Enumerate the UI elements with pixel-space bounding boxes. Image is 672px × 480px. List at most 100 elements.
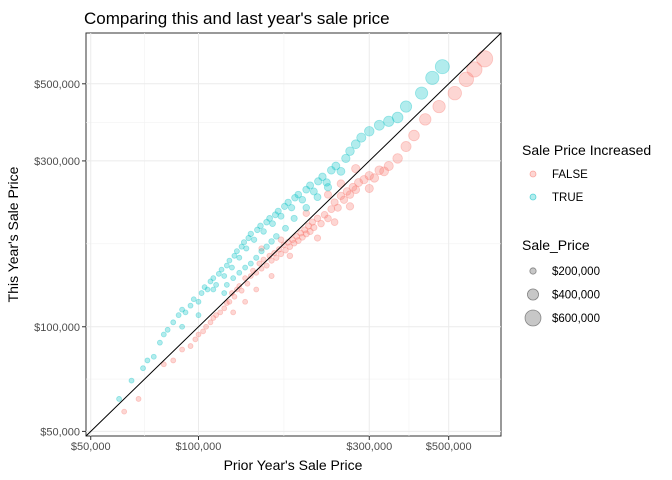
data-point-false (263, 262, 270, 269)
data-point-true (269, 220, 276, 227)
data-point-false (320, 210, 329, 219)
data-point-false (313, 214, 322, 223)
data-point-false (121, 408, 128, 415)
data-point-false (302, 209, 310, 217)
x-tick-label: $500,000 (426, 441, 472, 453)
data-point-true (233, 248, 240, 255)
y-tick-label: $50,000 (40, 426, 80, 438)
data-point-false (348, 182, 358, 192)
data-point-true (223, 262, 230, 269)
data-point-false (302, 230, 310, 238)
data-point-true (236, 269, 243, 276)
data-point-true (302, 204, 310, 212)
data-point-true (302, 185, 311, 194)
data-point-false (364, 183, 374, 193)
data-point-false (289, 236, 296, 244)
data-point-true (223, 281, 230, 288)
data-point-false (308, 218, 316, 226)
data-point-true (201, 284, 208, 291)
data-point-false (192, 336, 199, 343)
y-tick-label: $500,000 (34, 79, 80, 91)
size-legend-title: Sale_Price (522, 237, 590, 253)
legend-key-false (529, 170, 537, 178)
color-legend: Sale Price Increased FALSE TRUE (522, 142, 651, 204)
data-point-true (156, 339, 163, 346)
data-point-true (341, 153, 351, 164)
data-point-false (200, 328, 206, 335)
data-point-false (364, 171, 374, 181)
data-point-true (434, 59, 450, 75)
data-point-false (229, 290, 235, 296)
data-point-true (284, 198, 292, 206)
data-point-true (221, 273, 228, 279)
data-point-true (399, 100, 413, 113)
data-point-false (210, 315, 217, 321)
data-point-false (236, 283, 243, 289)
data-point-false (273, 254, 280, 261)
data-point-false (179, 346, 186, 353)
data-point-true (210, 286, 217, 293)
data-point-false (313, 234, 322, 242)
x-tick-label: $50,000 (71, 441, 111, 453)
data-point-false (369, 173, 380, 183)
data-point-true (215, 270, 222, 277)
data-point-true (291, 194, 299, 202)
data-point-false (195, 331, 202, 338)
data-point-true (190, 296, 197, 303)
reference-line-layer (85, 32, 502, 437)
data-point-true (314, 177, 323, 186)
data-point-false (135, 396, 142, 402)
data-point-true (179, 323, 186, 330)
data-point-true (290, 214, 298, 222)
data-point-false (400, 141, 412, 152)
data-point-true (195, 298, 202, 305)
data-point-false (324, 214, 332, 223)
data-point-false (447, 86, 462, 101)
data-point-true (277, 212, 285, 220)
data-point-false (354, 178, 363, 187)
x-axis: $50,000 $100,000 $300,000 $500,000 (71, 436, 472, 453)
data-point-true (150, 353, 157, 360)
data-point-true (187, 302, 194, 309)
data-point-true (179, 306, 186, 313)
data-point-false (359, 175, 369, 185)
data-point-true (226, 257, 233, 264)
data-point-true (238, 243, 245, 250)
data-point-true (282, 224, 289, 232)
data-point-false (301, 226, 309, 234)
data-point-false (256, 260, 263, 267)
data-point-true (287, 204, 296, 212)
data-point-true (236, 254, 243, 261)
data-point-true (268, 238, 275, 245)
data-point-true (231, 252, 238, 259)
data-point-true (263, 243, 270, 250)
data-point-true (425, 70, 440, 85)
data-point-false (221, 305, 228, 312)
x-axis-title: Prior Year's Sale Price (224, 457, 363, 473)
y-tick-label: $100,000 (34, 322, 80, 334)
data-point-true (415, 86, 429, 100)
data-point-false (342, 187, 352, 196)
data-point-false (392, 153, 403, 164)
size-legend-label: $400,000 (552, 290, 600, 302)
data-point-false (258, 245, 265, 252)
data-point-false (374, 165, 385, 176)
data-point-false (476, 50, 494, 68)
data-point-true (253, 254, 260, 261)
data-point-true (170, 319, 177, 326)
data-point-true (294, 190, 303, 199)
data-point-true (229, 264, 235, 271)
legend-label-true: TRUE (552, 192, 584, 204)
data-point-false (294, 237, 302, 244)
data-point-false (231, 293, 238, 300)
data-point-false (345, 190, 355, 199)
y-axis: $50,000 $100,000 $300,000 $500,000 (34, 79, 86, 438)
data-point-true (254, 226, 261, 234)
data-point-false (277, 250, 285, 258)
data-point-true (345, 146, 355, 156)
data-point-false (432, 99, 446, 114)
data-point-true (257, 222, 264, 230)
data-point-false (170, 357, 177, 364)
